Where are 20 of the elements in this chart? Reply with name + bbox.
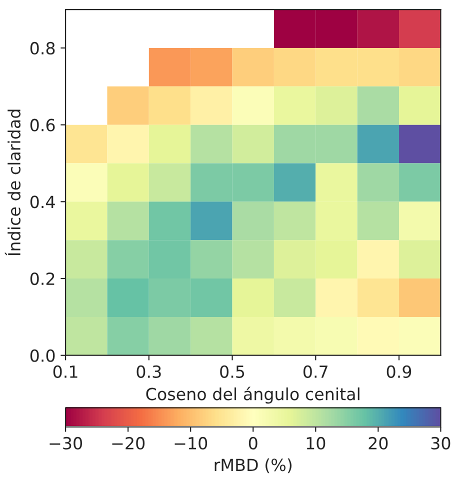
y-tick-label: 0.8 xyxy=(30,42,55,55)
color-bar-title: rMBD (%) xyxy=(214,458,292,474)
x-tick-label: 0.7 xyxy=(303,365,328,378)
color-bar-label: −30 xyxy=(50,436,82,450)
x-axis-title: Coseno del ángulo cenital xyxy=(146,386,360,404)
x-tick-label: 0.3 xyxy=(136,365,161,378)
y-tick-label: 0.6 xyxy=(30,118,55,132)
color-bar-label: 20 xyxy=(368,436,388,450)
color-bar-label: 10 xyxy=(306,436,326,450)
y-tick-label: 0.4 xyxy=(30,196,55,208)
color-bar-label: 30 xyxy=(431,436,450,450)
x-tick-label: 0.9 xyxy=(386,365,412,378)
y-tick-label: 0.2 xyxy=(30,272,54,286)
y-tick-label: 0.0 xyxy=(30,349,55,362)
y-axis-title: Índice de claridad xyxy=(4,110,21,256)
x-tick-label: 0.1 xyxy=(53,365,78,378)
color-bar-label: 0 xyxy=(248,436,258,450)
color-bar-label: −20 xyxy=(112,436,145,450)
x-tick-label: 0.5 xyxy=(220,365,244,378)
color-bar-label: −10 xyxy=(174,436,208,450)
